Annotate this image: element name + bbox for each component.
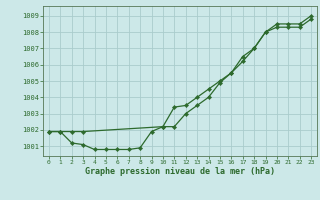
- X-axis label: Graphe pression niveau de la mer (hPa): Graphe pression niveau de la mer (hPa): [85, 167, 275, 176]
